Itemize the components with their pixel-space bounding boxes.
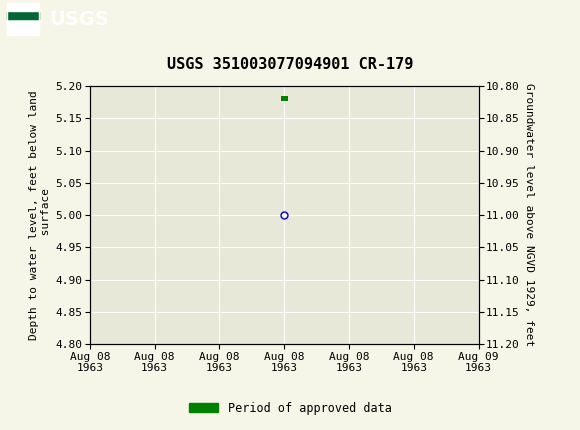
Y-axis label: Groundwater level above NGVD 1929, feet: Groundwater level above NGVD 1929, feet (524, 83, 534, 347)
Text: USGS 351003077094901 CR-179: USGS 351003077094901 CR-179 (167, 57, 413, 72)
Legend: Period of approved data: Period of approved data (184, 397, 396, 420)
Bar (7, 3, 39, 35)
Bar (7, 3, 39, 11)
Bar (7, 12, 39, 19)
Bar (281, 96, 288, 101)
Bar (7, 21, 39, 35)
Text: USGS: USGS (49, 10, 109, 29)
Y-axis label: Depth to water level, feet below land
 surface: Depth to water level, feet below land su… (28, 90, 51, 340)
